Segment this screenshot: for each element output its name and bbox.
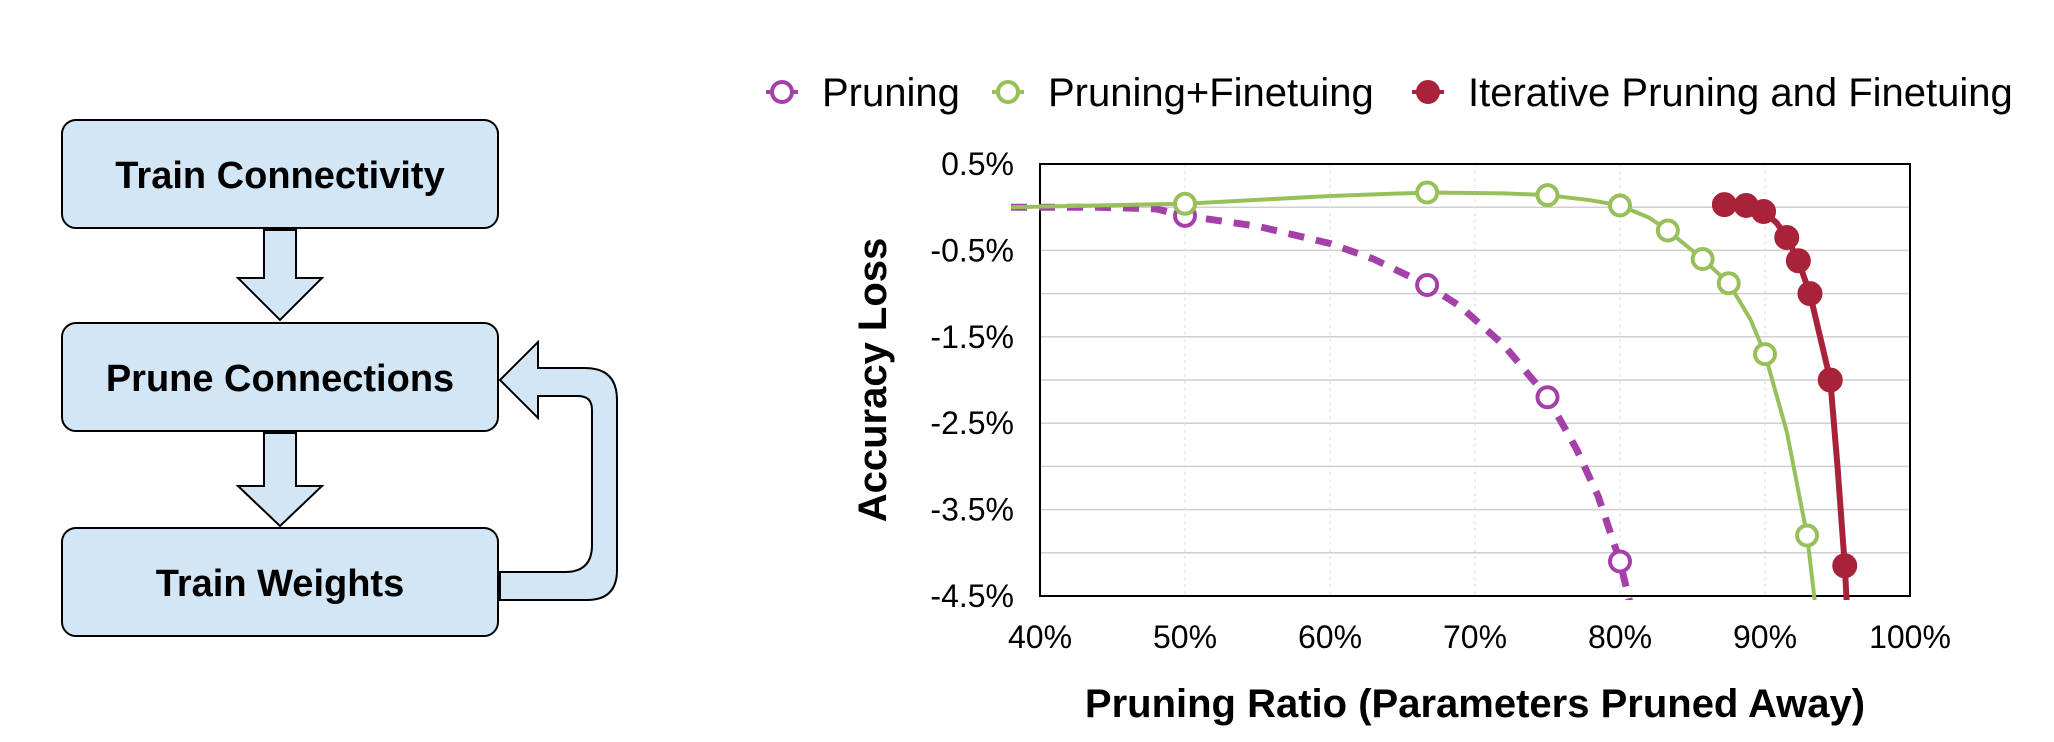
series-markers <box>1173 180 1858 579</box>
feedback-loop-arrow <box>498 339 618 601</box>
grid-lines <box>1040 163 1910 597</box>
data-point <box>1711 192 1737 218</box>
x-tick-label: 90% <box>1733 619 1797 655</box>
step-label-train-weights: Train Weights <box>156 563 404 605</box>
data-point <box>1608 549 1632 574</box>
y-tick-label: -2.5% <box>930 405 1014 441</box>
y-tick-label: -3.5% <box>930 492 1014 528</box>
data-point <box>1751 199 1777 225</box>
data-point <box>1817 367 1843 393</box>
x-tick-label: 100% <box>1869 619 1951 655</box>
data-point <box>1716 271 1741 296</box>
legend: Pruning Pruning+Finetuing Iterative Prunin… <box>766 71 2013 115</box>
series-line-2 <box>1724 201 1850 600</box>
x-axis-title: Pruning Ratio (Parameters Pruned Away) <box>1085 682 1865 726</box>
data-point <box>1608 193 1632 218</box>
step-label-train-connectivity: Train Connectivity <box>115 155 444 197</box>
x-axis-ticks: 40% 50% 60% 70% 80% 90% 100% <box>1008 619 1951 655</box>
data-point <box>1173 191 1197 216</box>
x-tick-label: 80% <box>1588 619 1652 655</box>
series-line-1 <box>1010 190 1817 600</box>
legend-marker <box>770 80 794 104</box>
x-tick-label: 40% <box>1008 619 1072 655</box>
data-point <box>1774 224 1800 250</box>
x-tick-label: 60% <box>1298 619 1362 655</box>
data-point <box>1535 385 1560 410</box>
chart: 0.5% -0.5% -1.5% -2.5% -3.5% -4.5% 40% 50% 60% 7… <box>766 71 2013 726</box>
data-point <box>1655 218 1680 243</box>
y-tick-label: -0.5% <box>930 232 1014 268</box>
legend-marker <box>996 80 1020 104</box>
down-arrow-2 <box>235 432 325 528</box>
data-point <box>1795 523 1820 548</box>
step-box-train-connectivity <box>61 119 499 229</box>
data-point <box>1415 180 1440 205</box>
flowchart: Train Connectivity Prune Connections Tra… <box>61 119 618 637</box>
x-tick-label: 50% <box>1153 619 1217 655</box>
series-lines <box>1010 190 1850 600</box>
y-axis-title: Accuracy Loss <box>851 238 895 523</box>
y-tick-label: -4.5% <box>930 578 1014 614</box>
data-point <box>1832 553 1858 579</box>
legend-marker <box>1416 80 1440 104</box>
data-point <box>1415 272 1440 297</box>
legend-label: Pruning+Finetuing <box>1048 71 1374 115</box>
y-tick-label: -1.5% <box>930 319 1014 355</box>
step-box-train-weights <box>61 527 499 637</box>
legend-label: Pruning <box>822 71 960 115</box>
x-tick-label: 70% <box>1443 619 1507 655</box>
step-box-prune-connections <box>61 322 499 432</box>
plot-area-border <box>1039 163 1911 597</box>
data-point <box>1753 342 1777 367</box>
data-point <box>1797 281 1823 307</box>
step-label-prune-connections: Prune Connections <box>106 358 454 400</box>
series-line-0 <box>1011 203 1633 600</box>
data-point <box>1785 248 1811 274</box>
legend-label: Iterative Pruning and Finetuing <box>1468 71 2013 115</box>
down-arrow-1 <box>235 229 325 322</box>
data-point <box>1690 247 1715 272</box>
y-axis-ticks: 0.5% -0.5% -1.5% -2.5% -3.5% -4.5% <box>930 146 1014 614</box>
y-tick-label: 0.5% <box>941 146 1014 182</box>
data-point <box>1535 183 1560 208</box>
